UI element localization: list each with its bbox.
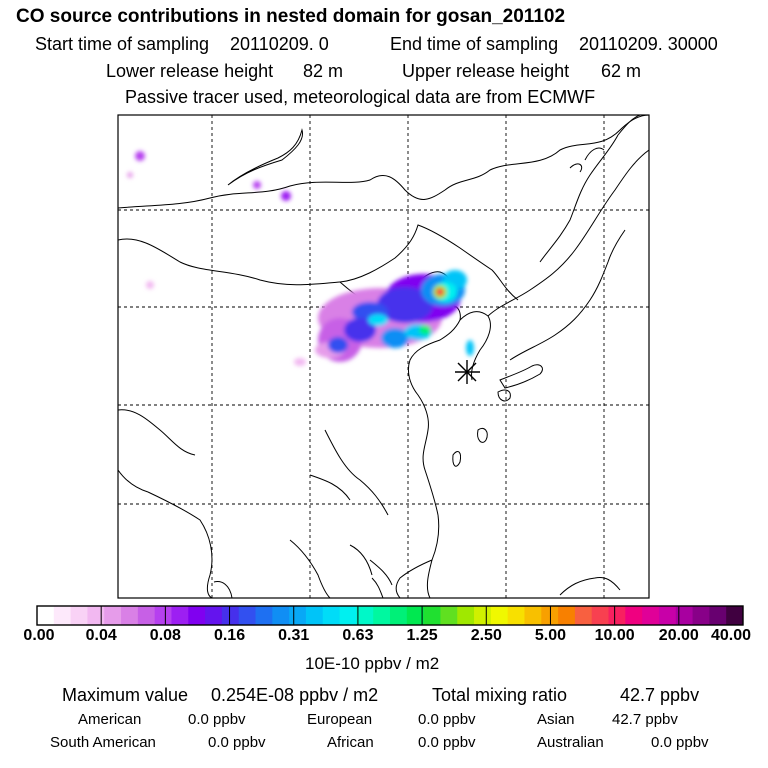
color-scale-cell [490, 606, 509, 625]
region-value: 0.0 ppbv [188, 711, 246, 728]
upper-height-label: Upper release height [402, 61, 570, 81]
color-scale-cell [238, 606, 257, 625]
color-scale-tick-label: 10.00 [594, 627, 635, 644]
region-value: 0.0 ppbv [418, 711, 476, 728]
color-scale-cell [726, 606, 744, 625]
start-time-value: 20110209. 0 [230, 34, 329, 54]
color-scale-cell [322, 606, 341, 625]
color-scale-cell [221, 606, 240, 625]
color-scale-cell [558, 606, 576, 625]
region-name: European [307, 711, 373, 728]
end-time-value: 20110209. 30000 [579, 34, 718, 54]
color-scale-cell [289, 606, 307, 625]
color-scale-cell [272, 606, 290, 625]
color-scale-cell [642, 606, 660, 625]
total-mixing-label: Total mixing ratio [432, 685, 568, 705]
color-scale-tick-label: 0.04 [85, 627, 117, 644]
color-scale-cell [423, 606, 441, 625]
region-value: 42.7 ppbv [612, 711, 678, 728]
color-scale-cell [675, 606, 694, 625]
color-scale-tick-label: 1.25 [406, 627, 438, 644]
region-name: Australian [537, 734, 604, 751]
color-scale-cell [591, 606, 610, 625]
color-scale-cell [541, 606, 559, 625]
color-scale-cell [474, 606, 492, 625]
color-scale-cell [356, 606, 374, 625]
total-mixing-value: 42.7 ppbv [620, 685, 700, 705]
color-scale-cell [70, 606, 88, 625]
color-scale-tick-label: 0.63 [342, 627, 374, 644]
color-scale-tick-label: 5.00 [534, 627, 567, 644]
color-scale-cell [625, 606, 643, 625]
color-scale-cell [507, 606, 525, 625]
max-value: 0.254E-08 ppbv / m2 [211, 685, 379, 705]
region-name: South American [50, 734, 156, 751]
color-scale-cell [121, 606, 139, 625]
color-scale-cell [305, 606, 324, 625]
color-scale-cell [373, 606, 391, 625]
color-scale-cell [171, 606, 189, 625]
plot-title: CO source contributions in nested domain… [16, 6, 566, 27]
color-scale-cell [658, 606, 677, 625]
concentration-field [127, 151, 474, 366]
region-name: Asian [537, 711, 575, 728]
color-scale-cell [440, 606, 458, 625]
region-value: 0.0 ppbv [208, 734, 266, 751]
region-value: 0.0 ppbv [651, 734, 709, 751]
asterisk-icon [455, 360, 480, 384]
end-time-label: End time of sampling [390, 34, 559, 54]
color-scale-cell [53, 606, 72, 625]
lower-height-label: Lower release height [106, 61, 274, 81]
color-scale-tick-label: 40.00 [710, 627, 752, 644]
color-scale-tick-label: 0.00 [23, 627, 55, 644]
color-scale-cell [37, 606, 55, 625]
color-scale-cell [339, 606, 357, 625]
map-content [118, 115, 649, 598]
color-scale-cell [457, 606, 475, 625]
color-scale-cell [406, 606, 425, 625]
color-scale-cell [709, 606, 727, 625]
color-scale-cell [692, 606, 710, 625]
color-scale-cell [608, 606, 626, 625]
color-scale-tick-label: 0.16 [213, 627, 246, 644]
color-scale-cell [104, 606, 122, 625]
upper-height-value: 62 m [601, 61, 642, 81]
color-scale-cell [255, 606, 273, 625]
color-scale-cell [137, 606, 156, 625]
color-scale-tick-label: 0.31 [278, 627, 310, 644]
color-scale-unit: 10E-10 ppbv / m2 [305, 654, 440, 673]
color-scale-cell [87, 606, 105, 625]
start-time-label: Start time of sampling [35, 34, 210, 54]
region-name: American [78, 711, 142, 728]
lower-height-value: 82 m [303, 61, 344, 81]
color-scale-tick-label: 0.08 [149, 627, 181, 644]
region-name: African [327, 734, 374, 751]
color-scale-tick-label: 2.50 [470, 627, 502, 644]
color-scale-cell [524, 606, 542, 625]
region-value: 0.0 ppbv [418, 734, 476, 751]
color-scale-tick-label: 20.00 [658, 627, 699, 644]
map-frame [117, 114, 650, 599]
max-value-label: Maximum value [62, 685, 189, 705]
color-scale-cell [390, 606, 408, 625]
color-scale-cell [154, 606, 172, 625]
color-scale-cell [574, 606, 593, 625]
color-scale-cell [188, 606, 206, 625]
color-scale-cell [205, 606, 223, 625]
plot-subtitle: Passive tracer used, meteorological data… [125, 87, 596, 107]
